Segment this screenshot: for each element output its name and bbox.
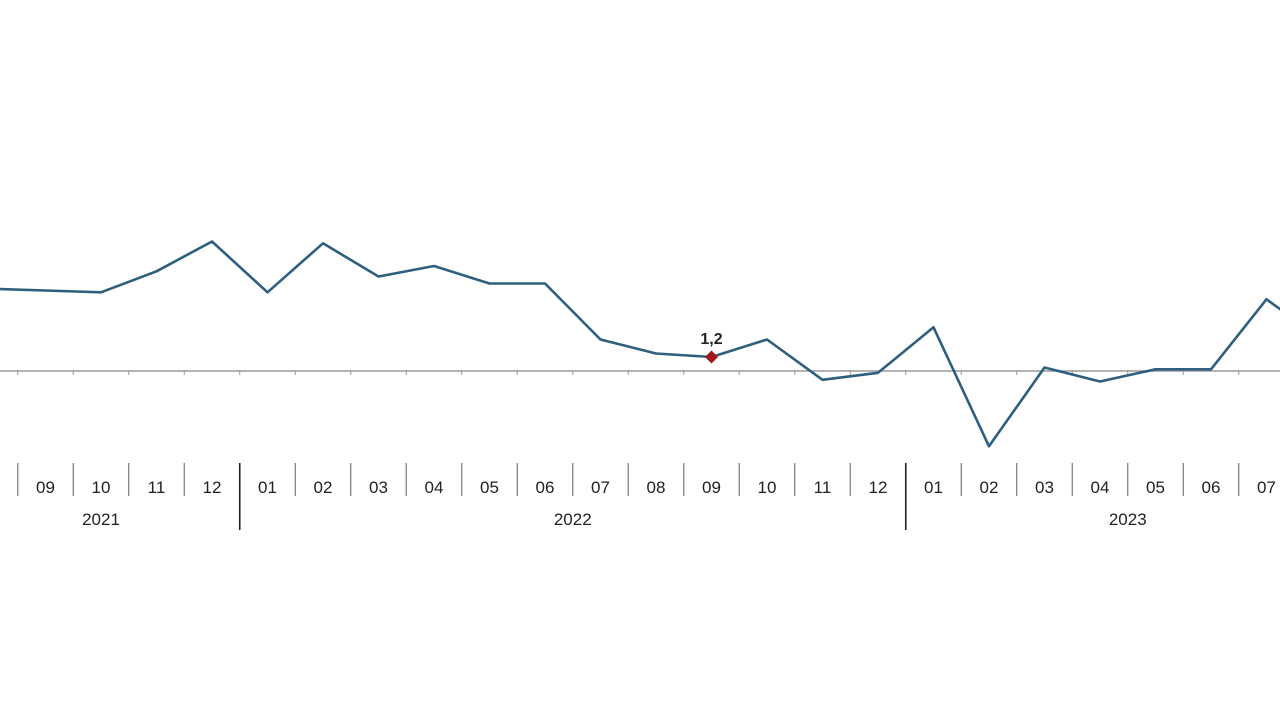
year-separators xyxy=(238,463,907,530)
x-tick-label: 05 xyxy=(1146,478,1165,497)
x-tick-label: 12 xyxy=(869,478,888,497)
year-label: 2021 xyxy=(82,510,120,529)
x-tick-label: 08 xyxy=(647,478,666,497)
x-tick-label: 10 xyxy=(92,478,111,497)
year-label: 2023 xyxy=(1109,510,1147,529)
x-tick-label: 03 xyxy=(1035,478,1054,497)
x-tick-label: 01 xyxy=(924,478,943,497)
x-tick-label: 09 xyxy=(36,478,55,497)
x-tick-label: 07 xyxy=(591,478,610,497)
data-markers xyxy=(705,350,718,364)
x-tick-label: 03 xyxy=(369,478,388,497)
x-tick-label: 02 xyxy=(980,478,999,497)
x-tick-label: 10 xyxy=(758,478,777,497)
data-labels: 1,23 xyxy=(700,331,722,348)
x-tick-label: 05 xyxy=(480,478,499,497)
data-label: 1,2 xyxy=(700,331,722,348)
x-tick-label: 12 xyxy=(203,478,222,497)
x-tick-label: 04 xyxy=(1091,478,1110,497)
year-label: 2022 xyxy=(554,510,592,529)
x-tick-label: 11 xyxy=(148,478,166,497)
x-tick-label: 06 xyxy=(536,478,555,497)
x-tick-label: 06 xyxy=(1202,478,1221,497)
year-labels: 2021 2022 2023 xyxy=(82,510,1147,529)
x-tick-label: 11 xyxy=(814,478,832,497)
x-tick-label: 09 xyxy=(702,478,721,497)
x-tick-label: 07 xyxy=(1257,478,1276,497)
x-axis-tick-labels: 09 10 11 12 01 02 03 04 05 06 07 08 09 10 11 12 01 02 03 04… xyxy=(17,463,1276,497)
data-point-marker xyxy=(705,350,718,364)
x-tick-label: 02 xyxy=(314,478,333,497)
x-tick-label: 04 xyxy=(425,478,444,497)
series-line xyxy=(0,240,1280,448)
x-tick-label: 01 xyxy=(258,478,277,497)
